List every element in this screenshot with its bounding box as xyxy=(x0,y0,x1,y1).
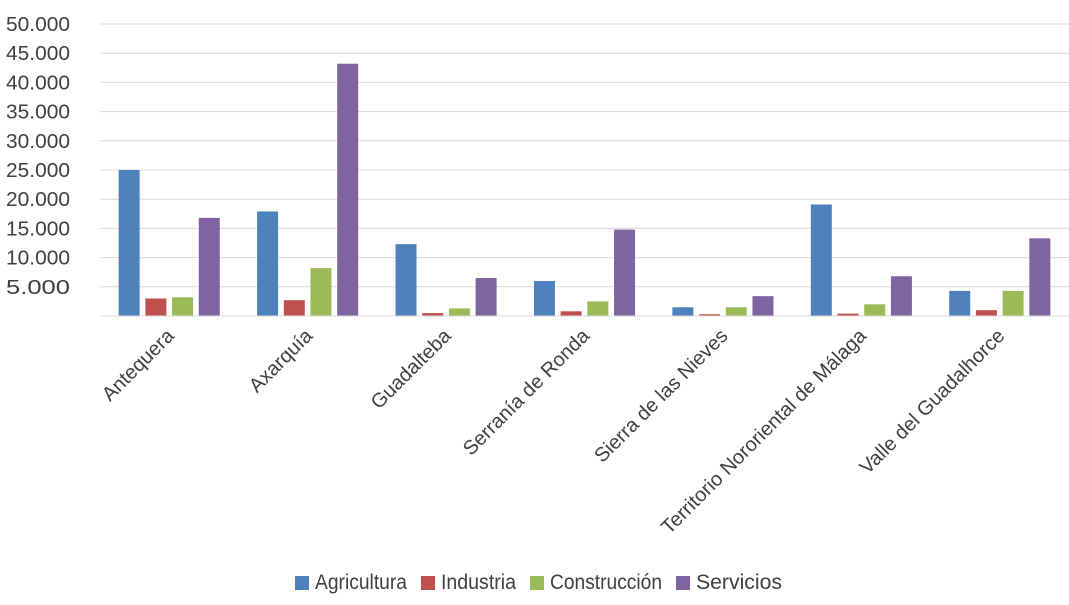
bar-industria-3 xyxy=(560,311,582,316)
y-tick-label: 40.000 xyxy=(6,72,70,94)
y-tick-label: 30.000 xyxy=(6,131,70,153)
bar-agricultura-6 xyxy=(949,290,971,316)
legend-swatch xyxy=(295,576,309,590)
legend-swatch xyxy=(676,576,690,590)
gridlines xyxy=(100,23,1069,288)
x-tick-label: Serranía de Ronda xyxy=(459,324,595,460)
y-tick-label: 15.000 xyxy=(6,218,70,240)
bar-construcci-n-5 xyxy=(864,304,886,316)
legend: Agricultura Industria Construcción Servicio… xyxy=(295,571,782,594)
x-tick-label: Sierra de las Nieves xyxy=(590,325,732,467)
bar-agricultura-0 xyxy=(118,170,140,316)
y-tick-label: 50.000 xyxy=(6,14,70,36)
bars xyxy=(118,63,1051,316)
y-tick-label: 35.000 xyxy=(6,102,70,124)
bar-agricultura-4 xyxy=(672,307,694,316)
bar-industria-2 xyxy=(422,313,444,316)
bar-agricultura-1 xyxy=(257,211,279,316)
legend-swatch xyxy=(530,576,544,590)
legend-item-industria: Industria xyxy=(421,571,516,594)
bar-agricultura-2 xyxy=(395,244,417,316)
x-tick-label: Antequera xyxy=(98,324,179,405)
bar-construcci-n-2 xyxy=(448,308,470,316)
bar-industria-0 xyxy=(145,298,167,316)
legend-label: Construcción xyxy=(550,571,662,594)
legend-label: Servicios xyxy=(696,571,782,594)
x-axis-tick-labels: Antequera Axarquía Guadalteba Serranía de R… xyxy=(98,324,1009,538)
bar-industria-5 xyxy=(837,313,859,316)
bar-construcci-n-3 xyxy=(587,301,609,316)
bar-industria-6 xyxy=(975,310,997,316)
legend-label: Industria xyxy=(441,571,516,594)
bar-servicios-1 xyxy=(337,63,359,316)
bar-servicios-4 xyxy=(752,296,774,316)
y-tick-label: 25.000 xyxy=(6,160,70,182)
y-tick-label: 20.000 xyxy=(6,189,70,211)
bar-industria-1 xyxy=(283,300,305,316)
bar-construcci-n-6 xyxy=(1002,290,1024,316)
x-tick-label: Guadalteba xyxy=(367,324,456,413)
legend-label: Agricultura xyxy=(315,571,407,594)
bar-construcci-n-1 xyxy=(310,268,332,316)
bar-servicios-2 xyxy=(475,278,497,316)
y-tick-label: 45.000 xyxy=(6,43,70,65)
bar-agricultura-3 xyxy=(533,280,555,316)
y-tick-label: 10.000 xyxy=(6,248,70,270)
bar-servicios-0 xyxy=(198,217,220,316)
bar-servicios-5 xyxy=(890,276,912,316)
legend-item-servicios: Servicios xyxy=(676,571,782,594)
bar-servicios-3 xyxy=(614,229,636,316)
bar-industria-4 xyxy=(699,314,721,316)
legend-item-construcci-n: Construcción xyxy=(530,571,662,594)
y-axis-tick-labels: 5.000 10.000 15.000 20.000 25.000 30.000 35.00… xyxy=(6,14,70,299)
legend-swatch xyxy=(421,576,435,590)
bar-agricultura-5 xyxy=(810,204,832,316)
y-tick-label: 5.000 xyxy=(6,277,70,299)
x-tick-label: Axarquía xyxy=(245,324,318,397)
bar-servicios-6 xyxy=(1029,238,1051,316)
bar-construcci-n-0 xyxy=(172,297,194,316)
bar-construcci-n-4 xyxy=(725,307,747,316)
legend-item-agricultura: Agricultura xyxy=(295,571,407,594)
x-tick-label: Valle del Guadalhorce xyxy=(856,325,1010,479)
